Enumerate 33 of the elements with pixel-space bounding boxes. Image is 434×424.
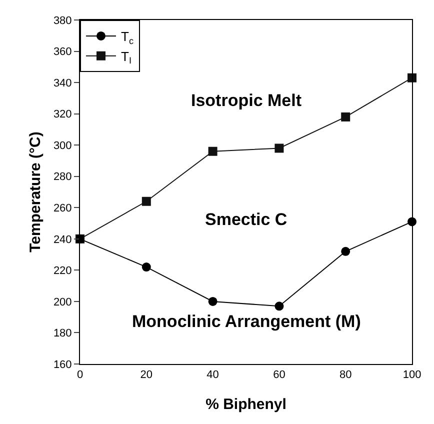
y-tick-label: 300 xyxy=(53,140,72,152)
point xyxy=(208,146,218,156)
x-axis-title: % Biphenyl xyxy=(206,396,286,414)
y-tick-label: 160 xyxy=(53,358,72,371)
y-tick-label: 280 xyxy=(53,171,72,184)
y-tick-label: 320 xyxy=(53,108,72,121)
point xyxy=(341,246,350,256)
annotation: Monoclinic Arrangement (M) xyxy=(132,312,361,331)
legend-label: T$_{c}$ xyxy=(121,29,134,46)
point xyxy=(142,196,151,206)
y-tick-label: 260 xyxy=(53,202,72,214)
y-axis-title: Temperature (°C) xyxy=(27,132,44,252)
legend-label: T$_{I}$ xyxy=(121,48,132,66)
point xyxy=(142,262,151,272)
point xyxy=(274,302,284,311)
x-tick-label: 0 xyxy=(76,369,84,382)
annotation: Isotropic Melt xyxy=(191,91,302,110)
y-tick-label: 220 xyxy=(53,265,72,278)
y-tick-label: 340 xyxy=(53,77,72,90)
point xyxy=(341,112,350,122)
x-tick-label: 20 xyxy=(140,369,153,382)
point xyxy=(274,144,284,153)
x-tick-label: 60 xyxy=(273,369,286,382)
annotation: Smectic C xyxy=(205,210,288,229)
y-tick-label: 240 xyxy=(53,234,72,246)
point xyxy=(208,296,218,306)
y-tick-label: 180 xyxy=(53,328,72,340)
x-tick-label: 80 xyxy=(339,369,352,382)
y-tick-label: 200 xyxy=(53,296,72,308)
x-tick-label: 100 xyxy=(402,369,422,382)
y-tick-label: 360 xyxy=(53,46,72,58)
x-tick-label: 40 xyxy=(206,369,219,382)
y-tick-label: 380 xyxy=(53,14,72,27)
